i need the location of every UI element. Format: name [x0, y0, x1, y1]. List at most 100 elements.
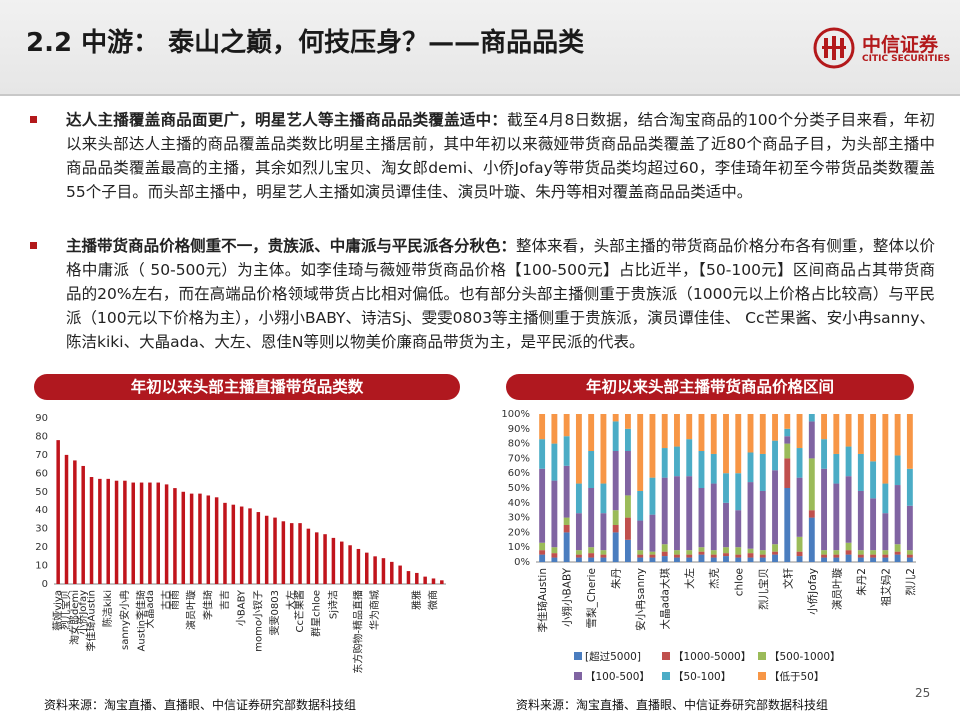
- stack-segment: [870, 557, 877, 562]
- stack-segment: [575, 554, 582, 558]
- bar: [156, 482, 161, 584]
- stack-segment: [551, 557, 558, 562]
- stack-segment: [747, 452, 754, 483]
- stack-segment: [551, 480, 558, 548]
- stack-segment: [563, 465, 570, 518]
- stack-segment: [723, 556, 729, 562]
- stack-segment: [637, 520, 644, 551]
- bullet-text: 截至4月8日数据，结合淘宝商品的100个分类子目来看，年初以来头部达人主播的商品…: [66, 111, 935, 201]
- y-tick-label: 70: [35, 450, 48, 461]
- stack-segment: [649, 514, 656, 552]
- x-tick-label: 朱丹: [611, 568, 623, 589]
- stack-segment: [551, 547, 558, 554]
- stack-segment: [686, 439, 693, 477]
- bar: [73, 460, 77, 584]
- bullet-lead: 主播带货商品价格侧重不一，贵族派、中庸派与平民派各分秋色：: [66, 237, 517, 255]
- stack-segment: [833, 554, 840, 558]
- x-tick-label: 群星chloe: [310, 590, 323, 637]
- stack-segment: [870, 550, 877, 555]
- stack-segment: [600, 550, 607, 555]
- stack-segment: [624, 414, 631, 429]
- citic-emblem-icon: [813, 27, 855, 69]
- stack-segment: [808, 510, 815, 518]
- stack-segment: [784, 414, 791, 429]
- stack-segment: [906, 557, 913, 562]
- bar: [256, 512, 261, 584]
- stack-segment: [710, 414, 717, 454]
- stack-segment: [833, 557, 840, 562]
- stack-segment: [796, 536, 803, 552]
- bar: [81, 465, 85, 584]
- x-tick-label: 朱丹2: [856, 568, 868, 596]
- stack-segment: [600, 483, 607, 514]
- stack-segment: [833, 453, 840, 484]
- stack-segment: [870, 554, 877, 558]
- stack-segment: [686, 414, 693, 440]
- bullet-square-icon: [30, 242, 37, 249]
- stack-segment: [747, 482, 754, 549]
- bar: [198, 493, 202, 584]
- stack-segment: [710, 557, 717, 562]
- stack-segment: [698, 547, 705, 552]
- stack-segment: [539, 550, 546, 555]
- bar: [323, 534, 327, 584]
- stack-segment: [759, 557, 766, 562]
- stack-segment: [857, 557, 864, 562]
- x-tick-label: 雅雅: [410, 590, 423, 610]
- stack-segment: [637, 554, 644, 558]
- x-tick-label: 文轩: [781, 568, 794, 590]
- stack-segment: [735, 414, 742, 474]
- stack-segment: [563, 532, 570, 562]
- stack-segment: [612, 510, 619, 525]
- stack-segment: [624, 539, 631, 562]
- stack-segment: [588, 414, 595, 451]
- bar: [214, 497, 219, 584]
- stack-segment: [870, 414, 877, 462]
- legend-swatch: [574, 652, 582, 660]
- y-tick-label: 30: [35, 524, 48, 535]
- stack-segment: [796, 414, 803, 449]
- bar: [231, 504, 236, 584]
- stack-segment: [906, 468, 913, 506]
- stack-segment: [735, 557, 742, 562]
- bar: [423, 576, 427, 584]
- stack-segment: [612, 451, 619, 511]
- stack-segment: [784, 488, 791, 562]
- stack-segment: [894, 414, 901, 456]
- x-tick-label: 小BABY: [236, 589, 248, 626]
- y-tick-label: 20: [35, 542, 48, 553]
- bar: [98, 478, 102, 584]
- x-tick-label: 大左: [285, 590, 298, 610]
- stack-segment: [772, 440, 778, 471]
- y-tick-label: 10: [35, 561, 48, 572]
- stack-segment: [772, 414, 778, 441]
- logo-chinese-text: 中信证券: [862, 34, 939, 56]
- stack-segment: [735, 473, 742, 511]
- bullet-lead: 达人主播覆盖商品面更广，明星艺人等主播商品品类覆盖适中：: [66, 111, 508, 129]
- bar: [123, 480, 127, 584]
- x-tick-label: 大晶ada大琪: [659, 568, 672, 630]
- stack-segment: [539, 468, 546, 543]
- stack-segment: [575, 414, 582, 484]
- x-tick-label: 雪梨_Cherie: [585, 568, 598, 628]
- stack-segment: [735, 547, 742, 555]
- stack-segment: [686, 476, 693, 551]
- x-tick-label: 薇娅viya: [51, 590, 64, 631]
- x-tick-label: 华为商城: [368, 590, 381, 630]
- stack-segment: [588, 557, 595, 562]
- stack-segment: [747, 414, 754, 453]
- legend-label: 【低于50】: [769, 670, 824, 683]
- y-tick-label: 100%: [501, 409, 530, 420]
- x-tick-label: Sj诗洁: [326, 590, 339, 619]
- stack-segment: [857, 453, 864, 491]
- x-tick-label: momo小钗子: [252, 590, 264, 652]
- legend-swatch: [758, 652, 766, 660]
- bar: [114, 480, 119, 584]
- stack-segment: [674, 550, 680, 555]
- y-tick-label: 60%: [508, 468, 530, 479]
- slide-header: 2.2 中游： 泰山之巅，何技压身？——商品品类 中信证券 CITIC SECU…: [0, 0, 960, 96]
- x-tick-label: 烈儿2: [905, 568, 917, 596]
- y-tick-label: 50%: [508, 483, 530, 494]
- stack-segment: [882, 554, 889, 558]
- x-tick-label: sanny安小冉: [118, 590, 131, 650]
